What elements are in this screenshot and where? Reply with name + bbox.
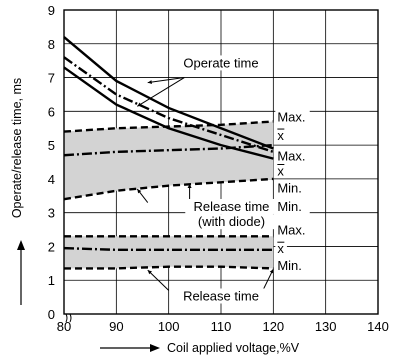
y-tick-label: 6 <box>48 104 55 119</box>
y-tick-label: 9 <box>48 3 55 18</box>
series-operate-max <box>63 36 274 150</box>
series-release_diode-min <box>63 177 274 201</box>
plot-frame <box>63 9 379 315</box>
right-label: Min. <box>277 258 302 273</box>
x-axis-arrowhead <box>150 344 160 352</box>
x-axis-title: Coil applied voltage,%V <box>167 341 300 355</box>
right-label-bg <box>275 129 287 144</box>
annotation-arrowhead <box>147 270 152 275</box>
x-tick-label: 140 <box>367 319 389 334</box>
right-label: Min. <box>277 199 302 214</box>
right-label: x <box>277 128 284 143</box>
plot-border <box>63 9 379 315</box>
y-axis-title: Operate/release time, ms <box>10 78 24 218</box>
right-label: Max. <box>277 148 305 163</box>
right-label: x <box>277 164 284 179</box>
shaded-bands <box>64 121 274 269</box>
annotation-label: Operate time <box>183 55 258 70</box>
series-release_diode-max <box>63 120 274 133</box>
right-label: Min. <box>277 180 302 195</box>
series-release-min <box>64 265 274 270</box>
annotation-bg <box>185 214 278 230</box>
y-tick-label: 0 <box>48 307 55 322</box>
axis-break-mark <box>65 313 72 323</box>
x-tick-label: 90 <box>109 319 123 334</box>
right-label-bg <box>275 199 310 214</box>
tick-labels: 80 90 100 110 120 130 140 0 1 2 3 4 5 6 7 8 9 <box>48 3 389 334</box>
right-label: Max. <box>277 223 305 238</box>
y-tick-label: 3 <box>48 206 55 221</box>
y-tick-label: 7 <box>48 71 55 86</box>
annotation-arrowhead <box>269 269 274 274</box>
y-tick-label: 1 <box>48 273 55 288</box>
annotation-leader <box>147 77 185 84</box>
annotation-leader <box>137 77 185 107</box>
right-label-bg <box>275 110 310 125</box>
annotation-label: Release time <box>183 288 259 303</box>
right-label-bg <box>275 164 287 179</box>
right-label-bg <box>275 259 310 274</box>
annotation-bg <box>174 55 268 71</box>
series-lines <box>63 36 274 270</box>
band-release_diode <box>64 121 274 200</box>
x-tick-label: 120 <box>262 319 284 334</box>
annotation-bg <box>174 288 268 304</box>
y-axis-arrowhead <box>17 240 25 250</box>
band-release <box>64 236 274 269</box>
x-tick-label: 80 <box>57 319 71 334</box>
x-axis-title-group: Coil applied voltage,%V <box>100 341 300 355</box>
y-tick-label: 5 <box>48 138 55 153</box>
right-label-bg <box>275 223 310 238</box>
annotation-arrowhead <box>147 80 152 85</box>
series-release_diode-mean <box>63 143 274 157</box>
y-tick-label: 8 <box>48 37 55 52</box>
series-operate-mean <box>63 56 274 154</box>
x-tick-label: 100 <box>158 319 180 334</box>
annotation-leader <box>147 269 170 291</box>
y-axis-title-group: Operate/release time, ms <box>10 78 25 305</box>
annotation-label: (with diode) <box>198 214 265 229</box>
annotation-label: Release time <box>194 199 270 214</box>
y-tick-label: 4 <box>48 172 55 187</box>
right-label-bg <box>275 242 287 257</box>
right-label-bg <box>275 181 310 196</box>
annotation-arrowhead <box>137 189 142 194</box>
annotation-arrowhead <box>137 102 142 107</box>
right-label: Max. <box>277 109 305 124</box>
right-label: x <box>277 241 284 256</box>
right-label-bg <box>275 149 310 164</box>
y-tick-label: 2 <box>48 239 55 254</box>
series-release-mean <box>63 246 274 252</box>
x-tick-label: 110 <box>211 319 232 334</box>
series-operate-min <box>63 66 274 160</box>
annotation-arrowhead <box>187 183 192 188</box>
annotation-bg <box>185 198 278 214</box>
x-tick-label: 130 <box>315 319 337 334</box>
